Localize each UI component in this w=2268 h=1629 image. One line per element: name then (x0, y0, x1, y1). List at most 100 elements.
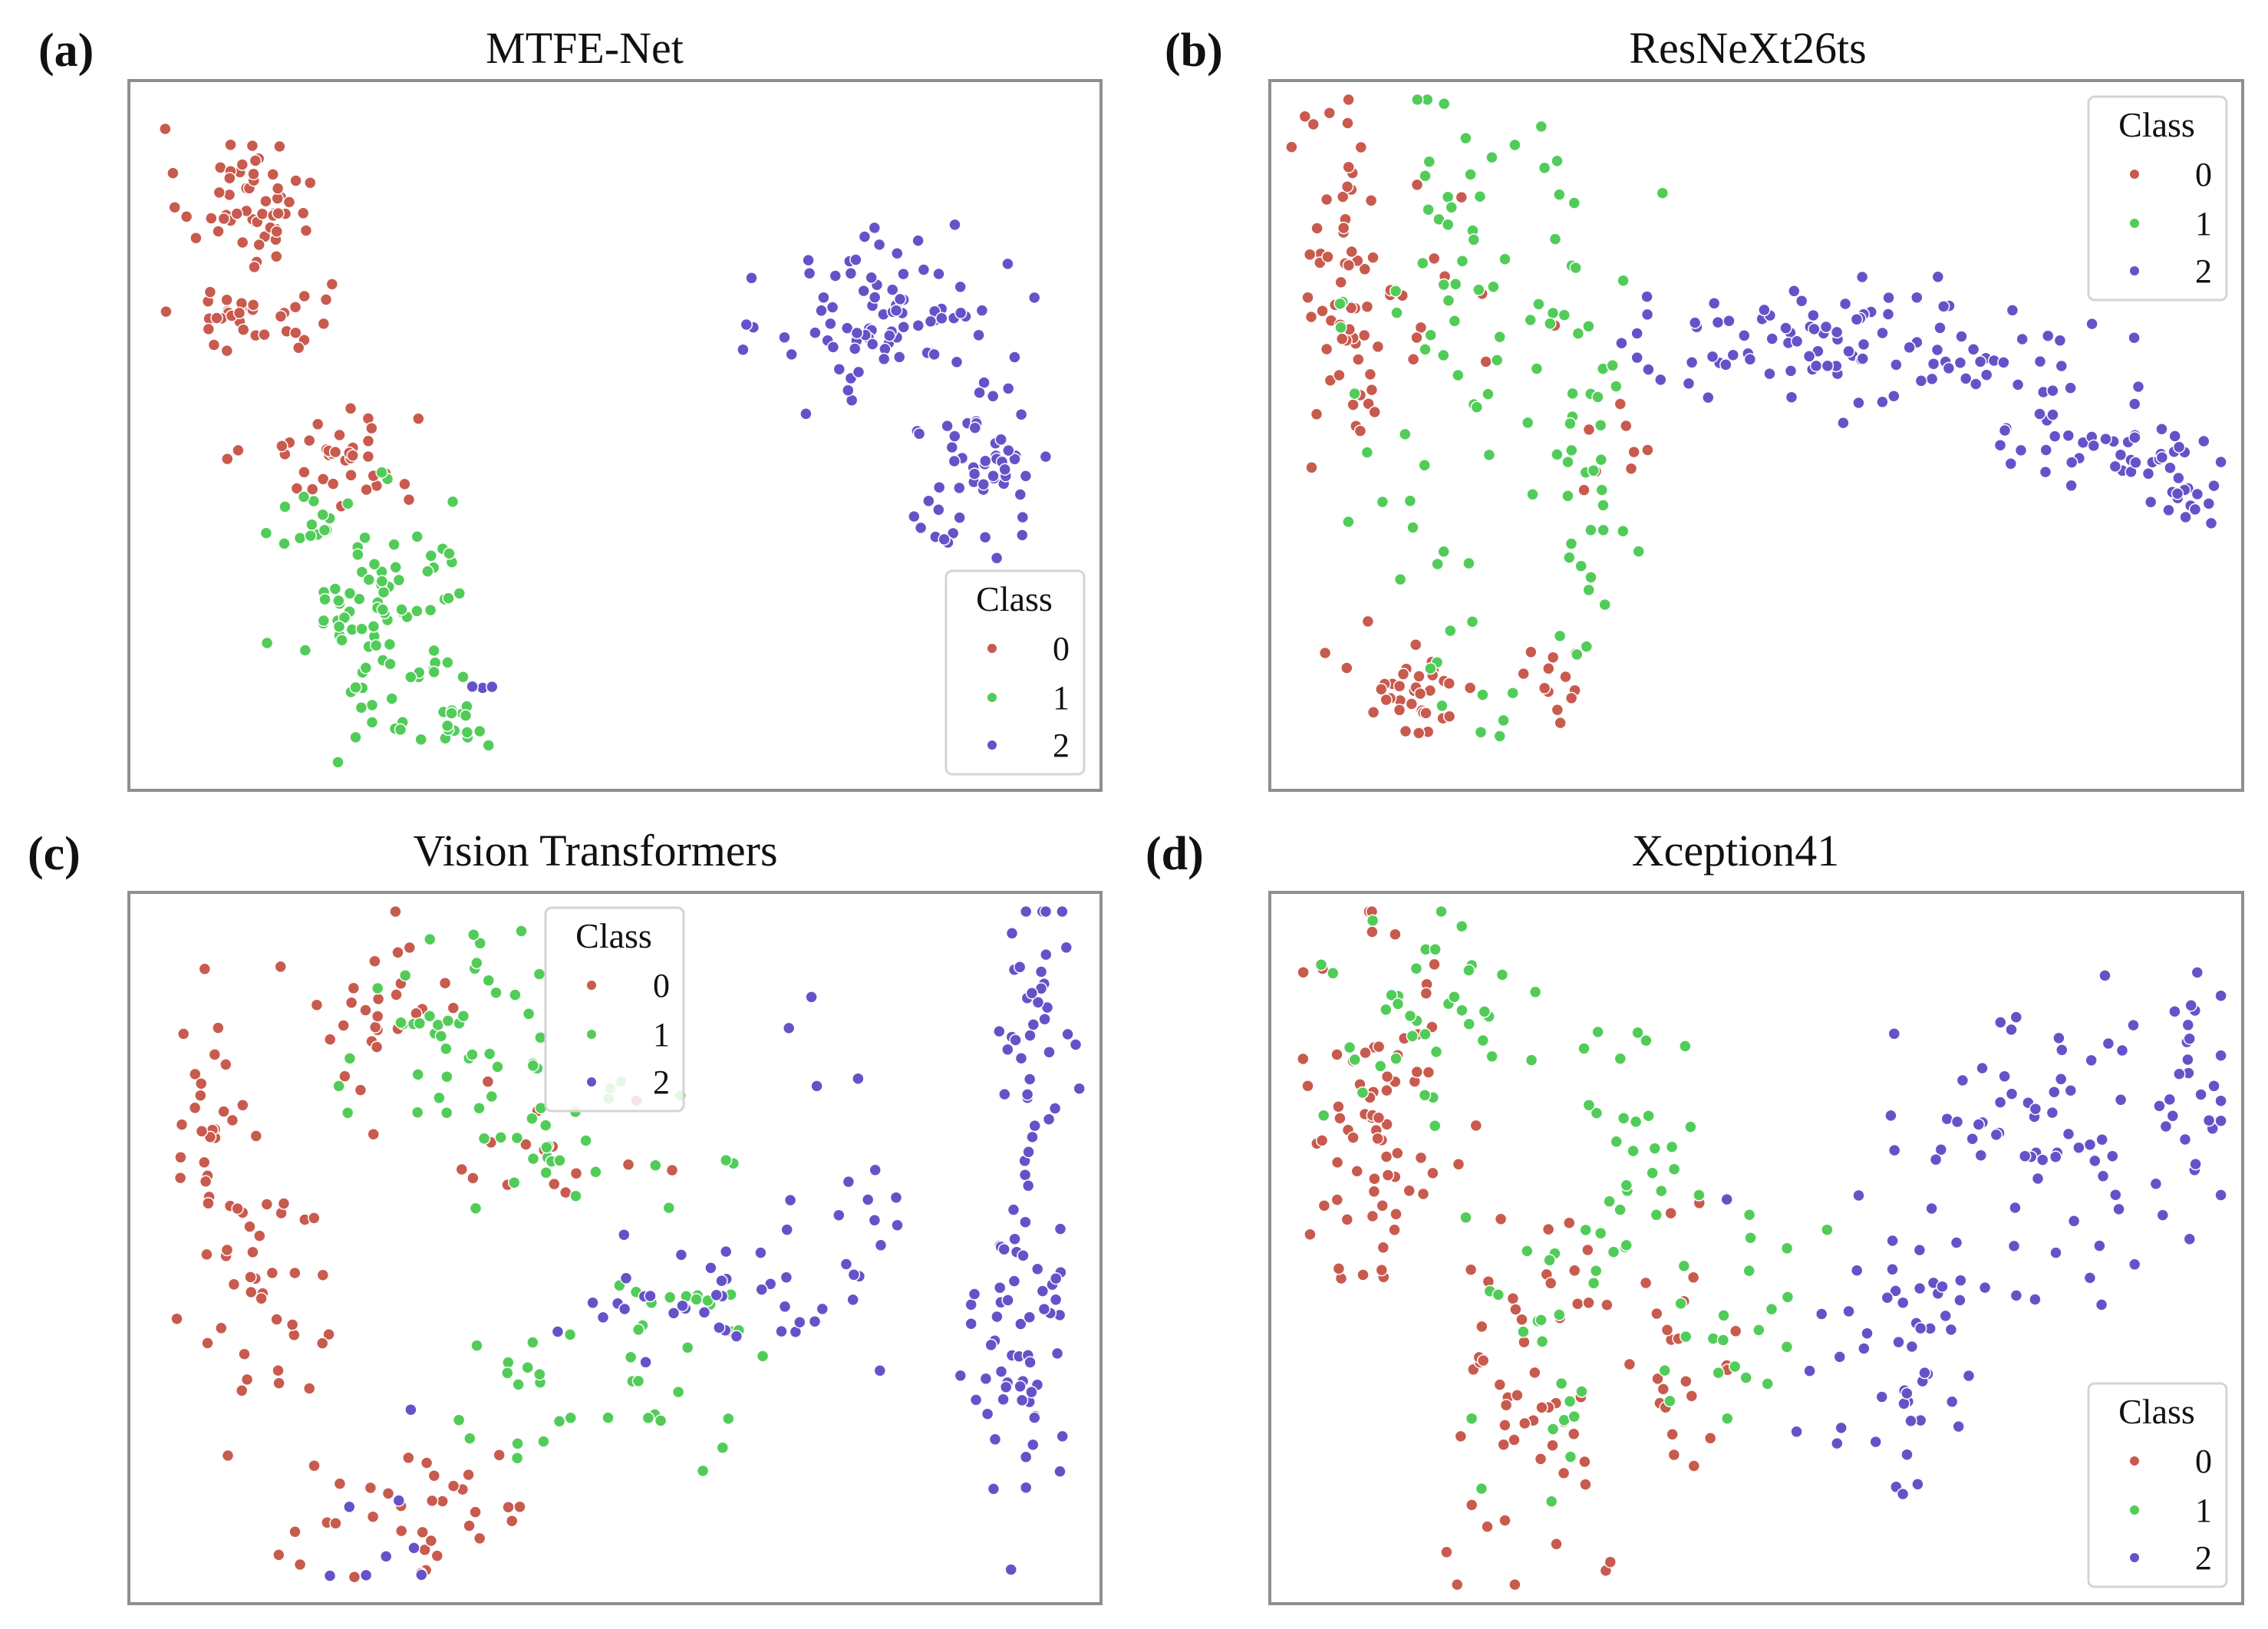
point-c-class1-80 (716, 1441, 730, 1454)
point-c-class2-7 (1043, 1045, 1056, 1059)
legend-marker-c-0 (587, 981, 596, 990)
point-a-class1-81 (318, 592, 331, 606)
legend-title-d: Class (2118, 1392, 2195, 1431)
point-c-class1-48 (569, 1189, 582, 1202)
point-d-class2-139 (1835, 1421, 1848, 1435)
point-d-class2-89 (2156, 1209, 2170, 1222)
point-d-class2-54 (1929, 1153, 1943, 1166)
point-a-class0-57 (317, 317, 331, 331)
point-d-class0-100 (1499, 1398, 1513, 1412)
point-b-class0-59 (1341, 117, 1354, 130)
point-a-class1-12 (446, 495, 460, 509)
point-d-class2-88 (2181, 1018, 2195, 1032)
panel-a: (a) MTFE-Net Class 0 1 2 (38, 23, 1103, 792)
point-a-class2-112 (994, 433, 1007, 447)
point-c-class0-14 (194, 1089, 207, 1102)
point-b-class1-35 (1441, 218, 1455, 232)
point-c-class0-106 (348, 1570, 361, 1584)
point-a-class0-123 (311, 417, 325, 431)
point-a-class0-124 (346, 449, 359, 462)
point-d-class2-86 (2183, 1232, 2197, 1246)
point-d-class1-79 (1492, 1288, 1505, 1301)
point-b-class0-49 (1298, 110, 1312, 123)
point-d-class0-4 (1340, 1213, 1354, 1226)
point-d-class0-57 (1357, 1268, 1370, 1281)
point-c-class1-14 (410, 1106, 424, 1119)
point-c-class0-80 (274, 960, 287, 974)
point-b-class0-74 (1393, 679, 1406, 693)
point-b-class1-69 (1617, 274, 1630, 287)
point-b-class1-113 (1474, 725, 1488, 739)
point-c-class0-79 (368, 1021, 382, 1034)
point-b-class2-96 (1997, 356, 2010, 369)
point-b-class1-61 (1656, 186, 1670, 200)
point-c-class2-160 (359, 1568, 373, 1582)
point-b-class0-23 (1305, 461, 1318, 474)
point-c-class0-97 (505, 1514, 519, 1528)
point-a-class0-27 (282, 196, 296, 209)
legend-title-c: Class (575, 916, 652, 955)
point-d-class1-109 (1712, 1366, 1725, 1380)
point-d-class0-47 (1381, 1169, 1395, 1182)
point-c-class0-15 (212, 1021, 225, 1034)
point-a-class1-95 (404, 671, 417, 684)
point-b-class1-14 (1482, 387, 1495, 401)
point-d-class1-26 (1403, 1009, 1417, 1023)
point-c-class0-44 (246, 1245, 259, 1259)
point-a-class1-6 (316, 508, 329, 522)
point-a-class2-142 (466, 680, 479, 694)
legend-entry-c-2: 2 (653, 1063, 670, 1101)
point-d-class2-15 (1974, 1149, 1988, 1162)
point-d-class2-93 (2184, 999, 2197, 1012)
point-c-class1-5 (485, 1090, 499, 1103)
point-c-class1-98 (631, 1374, 645, 1388)
point-a-class2-128 (922, 494, 935, 508)
point-b-class2-9 (1685, 356, 1699, 369)
point-c-class1-84 (641, 1411, 655, 1425)
point-b-class0-13 (1320, 342, 1333, 356)
point-a-class0-52 (223, 171, 236, 185)
point-c-class0-52 (220, 1243, 234, 1257)
point-c-class2-106 (782, 1021, 796, 1035)
point-d-class2-56 (2036, 1153, 2049, 1166)
point-d-class1-96 (1781, 1291, 1795, 1304)
point-d-class1-13 (1495, 968, 1509, 981)
point-b-class1-57 (1526, 488, 1539, 501)
point-c-class0-105 (425, 1494, 439, 1508)
point-b-class2-31 (1630, 327, 1643, 340)
point-b-class1-25 (1424, 328, 1437, 341)
point-d-class1-108 (1716, 1334, 1730, 1347)
point-c-class0-81 (447, 1001, 460, 1014)
point-c-class2-120 (674, 1248, 688, 1261)
point-c-class0-61 (285, 1318, 299, 1331)
point-d-class2-65 (2072, 1141, 2085, 1154)
point-c-class0-12 (217, 1105, 230, 1118)
point-d-class2-46 (1998, 1070, 2011, 1083)
point-c-class2-109 (852, 1072, 865, 1085)
point-a-class0-61 (207, 338, 221, 351)
point-a-class2-120 (990, 552, 1004, 565)
point-c-class0-100 (502, 1500, 515, 1514)
point-b-class2-112 (2155, 422, 2168, 436)
point-c-class2-111 (868, 1214, 882, 1227)
point-b-class1-41 (1508, 138, 1521, 152)
point-b-class2-71 (1819, 320, 1833, 334)
point-b-class2-143 (2202, 497, 2216, 510)
point-b-class1-71 (1565, 444, 1578, 457)
point-a-class1-94 (298, 644, 312, 657)
point-c-class1-99 (602, 1411, 615, 1424)
point-c-class1-37 (332, 1080, 345, 1093)
point-d-class0-85 (1450, 1578, 1464, 1591)
point-c-class2-145 (847, 1268, 861, 1281)
point-d-class2-95 (1896, 1296, 1910, 1309)
point-c-class0-107 (427, 1469, 441, 1482)
legend-entry-a-1: 1 (1053, 679, 1070, 717)
point-d-class0-122 (1511, 1389, 1524, 1402)
point-c-class1-15 (509, 988, 522, 1001)
point-b-class2-99 (2128, 331, 2141, 345)
point-d-class2-3 (2083, 1138, 2097, 1152)
point-d-class0-132 (1650, 1307, 1663, 1321)
point-d-class2-36 (2045, 1106, 2059, 1120)
point-c-class2-126 (763, 1278, 777, 1291)
